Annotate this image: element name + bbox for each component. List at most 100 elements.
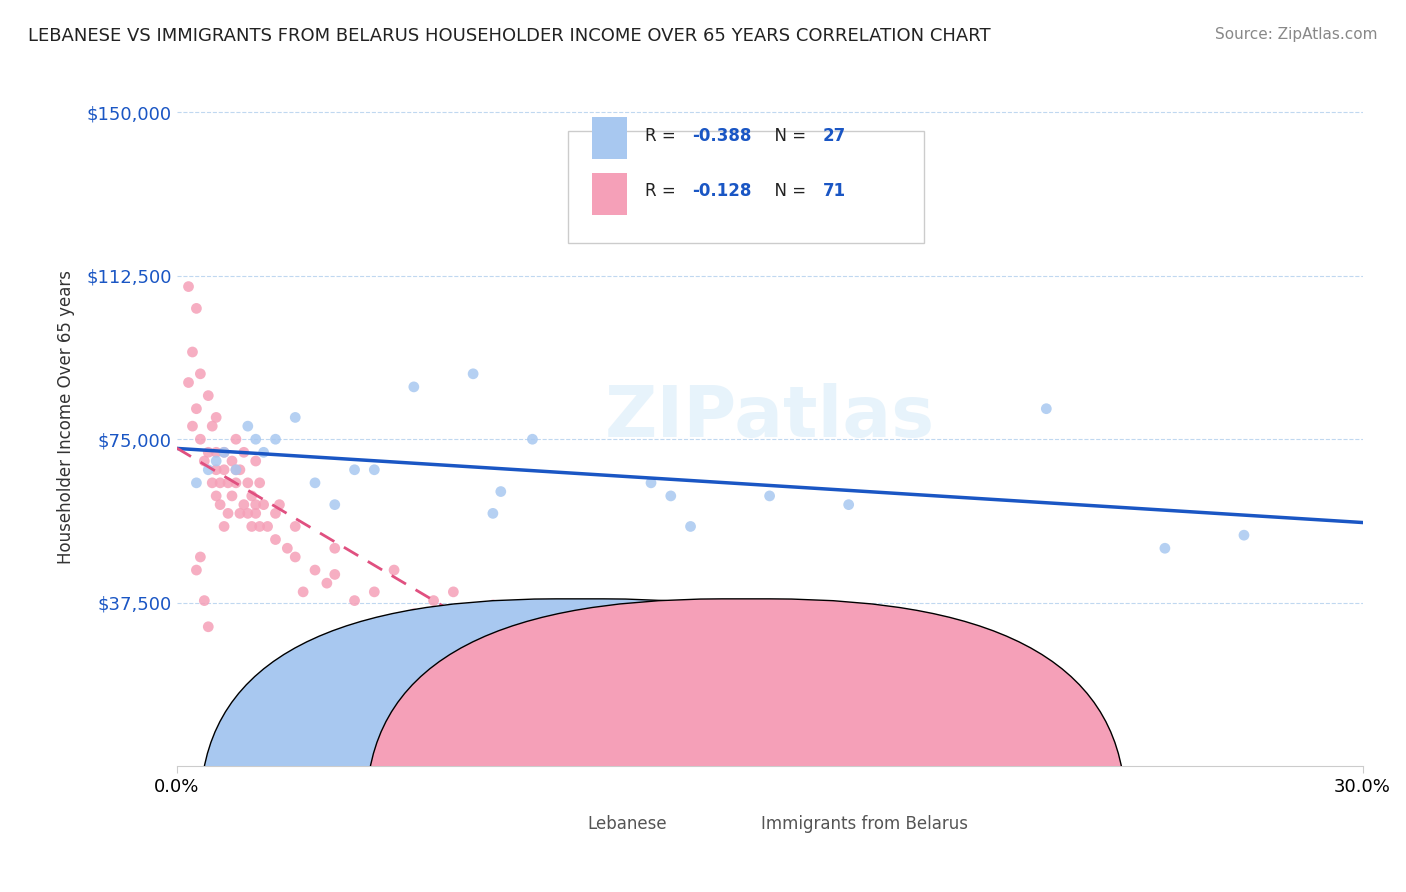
Point	[225, 463, 247, 477]
Point	[181, 419, 204, 434]
Text: ZIPatlas: ZIPatlas	[605, 383, 935, 452]
Point	[252, 445, 274, 459]
Point	[482, 507, 505, 521]
Point	[217, 507, 239, 521]
Point	[363, 585, 385, 599]
Point	[197, 463, 219, 477]
Text: R =: R =	[645, 182, 681, 201]
Point	[441, 585, 464, 599]
Point	[1233, 528, 1256, 542]
Point	[489, 484, 512, 499]
Point	[600, 672, 623, 686]
Text: Source: ZipAtlas.com: Source: ZipAtlas.com	[1215, 27, 1378, 42]
Point	[252, 498, 274, 512]
Point	[201, 475, 224, 490]
Point	[225, 463, 247, 477]
Point	[304, 563, 326, 577]
Point	[323, 498, 346, 512]
Point	[363, 463, 385, 477]
Point	[190, 432, 212, 446]
Point	[236, 507, 259, 521]
Point	[482, 598, 505, 612]
Point	[181, 345, 204, 359]
Point	[236, 475, 259, 490]
Point	[245, 454, 267, 468]
Point	[284, 519, 307, 533]
Point	[177, 279, 200, 293]
Point	[217, 475, 239, 490]
Point	[229, 507, 252, 521]
Point	[323, 541, 346, 556]
Point	[221, 489, 243, 503]
Point	[193, 454, 215, 468]
Point	[221, 454, 243, 468]
Point	[232, 445, 254, 459]
Point	[640, 475, 662, 490]
Point	[229, 463, 252, 477]
Point	[212, 445, 235, 459]
Point	[463, 367, 485, 381]
Point	[422, 593, 444, 607]
Point	[177, 376, 200, 390]
Point	[264, 507, 287, 521]
Point	[256, 519, 278, 533]
Point	[240, 519, 263, 533]
Point	[758, 489, 780, 503]
FancyBboxPatch shape	[367, 599, 1125, 892]
Point	[240, 489, 263, 503]
Point	[197, 620, 219, 634]
Point	[205, 463, 228, 477]
Point	[197, 445, 219, 459]
Point	[343, 593, 366, 607]
Text: Lebanese: Lebanese	[588, 815, 666, 833]
Point	[463, 607, 485, 621]
Text: R =: R =	[645, 127, 681, 145]
Point	[269, 498, 291, 512]
Text: 27: 27	[823, 127, 846, 145]
Point	[190, 549, 212, 564]
Point	[186, 563, 208, 577]
Point	[659, 489, 682, 503]
Point	[212, 519, 235, 533]
Point	[284, 549, 307, 564]
Point	[522, 432, 544, 446]
Point	[232, 498, 254, 512]
Point	[292, 585, 315, 599]
Text: N =: N =	[763, 182, 811, 201]
Point	[236, 419, 259, 434]
Point	[264, 432, 287, 446]
Text: -0.128: -0.128	[693, 182, 752, 201]
Point	[186, 301, 208, 316]
Point	[193, 593, 215, 607]
Text: -0.388: -0.388	[693, 127, 752, 145]
Point	[838, 498, 860, 512]
Point	[402, 607, 425, 621]
Point	[304, 475, 326, 490]
Point	[402, 380, 425, 394]
Point	[640, 694, 662, 708]
Point	[249, 475, 271, 490]
Y-axis label: Householder Income Over 65 years: Householder Income Over 65 years	[58, 270, 75, 565]
Bar	[592, 118, 627, 160]
Point	[245, 498, 267, 512]
Point	[205, 445, 228, 459]
Text: Immigrants from Belarus: Immigrants from Belarus	[761, 815, 967, 833]
Point	[315, 576, 337, 591]
Point	[382, 563, 405, 577]
Point	[186, 401, 208, 416]
FancyBboxPatch shape	[201, 599, 959, 892]
Point	[323, 567, 346, 582]
Point	[197, 389, 219, 403]
Text: N =: N =	[763, 127, 811, 145]
Point	[679, 519, 702, 533]
Point	[245, 507, 267, 521]
Point	[212, 445, 235, 459]
Point	[245, 432, 267, 446]
Point	[1035, 401, 1057, 416]
Point	[190, 367, 212, 381]
Point	[1154, 541, 1177, 556]
FancyBboxPatch shape	[568, 131, 924, 243]
Point	[186, 475, 208, 490]
Point	[201, 419, 224, 434]
Point	[225, 432, 247, 446]
